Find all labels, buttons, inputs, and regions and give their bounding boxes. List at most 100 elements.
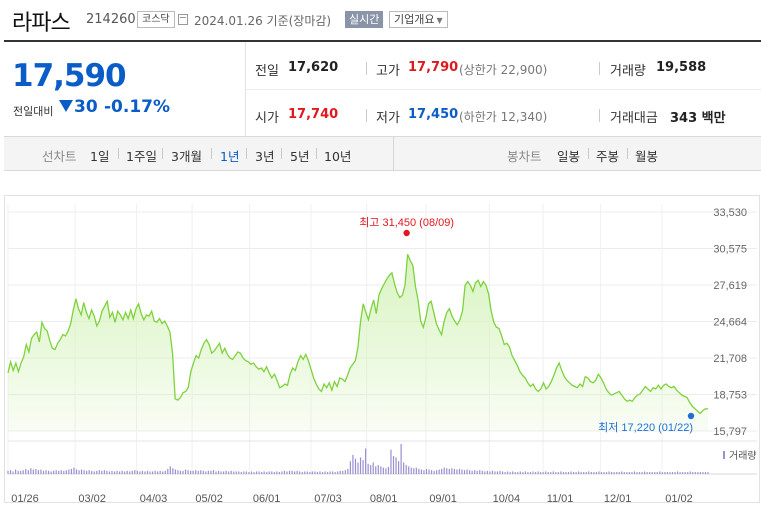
volume-bar [93, 471, 95, 474]
volume-bar [192, 470, 194, 474]
volume-bar [98, 470, 100, 474]
volume-bar [598, 471, 600, 474]
volume-bar [679, 472, 681, 474]
volume-bar [184, 469, 187, 474]
volume-bar [669, 472, 671, 474]
volume-bar [403, 462, 405, 474]
volume-bar [659, 471, 661, 474]
volume-bar [55, 470, 57, 474]
volume-bar [481, 470, 483, 474]
chart-frame [4, 195, 760, 503]
y-tick-label: 30,575 [713, 243, 747, 255]
volume-bar [12, 471, 14, 474]
volume-bar [524, 471, 526, 474]
x-tick-label: 10/04 [493, 493, 521, 505]
change-value: 30 [74, 97, 98, 117]
volume-bar [430, 470, 433, 474]
volume-bar [674, 472, 676, 474]
volume-bar [370, 465, 372, 474]
volume-bar [441, 468, 443, 474]
volume-bar [631, 472, 633, 474]
volume-bar [60, 470, 62, 474]
volume-bar [271, 471, 273, 474]
volume-bar [42, 470, 45, 474]
tab-1d[interactable]: 1일 [90, 149, 110, 164]
company-overview-button[interactable]: 기업개요 ▼ [389, 11, 448, 28]
volume-bar [410, 467, 412, 474]
volume-bar [126, 470, 128, 474]
volume-bar [682, 472, 684, 474]
volume-bar [131, 470, 133, 474]
x-tick-label: 04/03 [140, 493, 168, 505]
volume-bar [334, 472, 336, 474]
x-tick-label: 11/01 [547, 493, 574, 505]
y-tick-label: 21,708 [713, 353, 747, 365]
volume-bar [489, 471, 491, 474]
volume-bar [299, 471, 301, 474]
x-tick-label: 07/03 [314, 493, 342, 505]
volume-bar [276, 471, 278, 474]
volume-bar [699, 472, 701, 474]
tab-1y[interactable]: 1년 [220, 149, 240, 164]
volume-bar [195, 470, 197, 474]
volume-bar [30, 468, 32, 474]
volume-bar [347, 468, 349, 474]
volume-bar [238, 471, 240, 474]
change-percent: -0.17% [104, 97, 171, 117]
volume-bar [40, 469, 42, 474]
volume-bar [694, 472, 696, 474]
high-value: 17,790 [408, 60, 459, 75]
volume-bar [425, 468, 428, 474]
tab-daily[interactable]: 일봉 [557, 149, 581, 164]
x-tick-label: 12/01 [604, 493, 632, 505]
tab-10y[interactable]: 10년 [324, 149, 352, 164]
volume-bar [121, 470, 123, 474]
volume-bar [136, 470, 138, 474]
volume-bar [139, 471, 141, 474]
volume-bar [205, 471, 207, 474]
date-basis: 기준(장마감) [266, 14, 332, 28]
volume-bar [621, 471, 623, 474]
tab-3y[interactable]: 3년 [255, 149, 275, 164]
tab-weekly[interactable]: 주봉 [596, 149, 620, 164]
x-tick-label: 01/02 [665, 493, 693, 505]
volume-bar [35, 468, 37, 474]
volume-bar [342, 470, 344, 474]
tab-3m[interactable]: 3개월 [171, 149, 202, 164]
volume-bar [433, 470, 435, 474]
realtime-button[interactable]: 실시간 [345, 11, 384, 28]
price-line [7, 254, 709, 415]
volume-bar [50, 471, 52, 474]
volume-bar [352, 454, 354, 474]
volume-bar [479, 470, 481, 474]
volume-bar [405, 465, 407, 474]
volume-bar [463, 470, 466, 474]
volume-bar [567, 472, 570, 474]
tab-5y[interactable]: 5년 [290, 149, 310, 164]
volume-bar [309, 472, 311, 474]
volume-bar [633, 471, 636, 474]
volume-bar [235, 471, 237, 474]
volume-bar [215, 471, 217, 474]
volume-bar [542, 472, 544, 474]
open-value: 17,740 [288, 107, 339, 122]
volume-bar [522, 472, 524, 474]
volume-bar [157, 471, 159, 474]
volume-bar [32, 469, 34, 474]
volume-bar [116, 470, 118, 474]
volume-bar [519, 471, 521, 474]
change-label: 전일대비 [13, 105, 54, 118]
x-tick-label: 09/01 [429, 493, 457, 505]
volume-bar [220, 471, 222, 474]
tab-1w[interactable]: 1주일 [126, 149, 157, 164]
price-chart: 33,530 30,575 27,619 24,664 21,708 18,753 15,7… [4, 195, 760, 505]
volume-bar [182, 470, 184, 474]
volume-bar [390, 449, 392, 474]
volume-bar [288, 470, 291, 474]
tab-monthly[interactable]: 월봉 [635, 149, 659, 164]
volume-bar [103, 470, 105, 474]
volume-bar [144, 471, 146, 474]
volume-bar [476, 470, 478, 474]
volume-bar [326, 472, 329, 474]
volume-bar [496, 471, 499, 474]
